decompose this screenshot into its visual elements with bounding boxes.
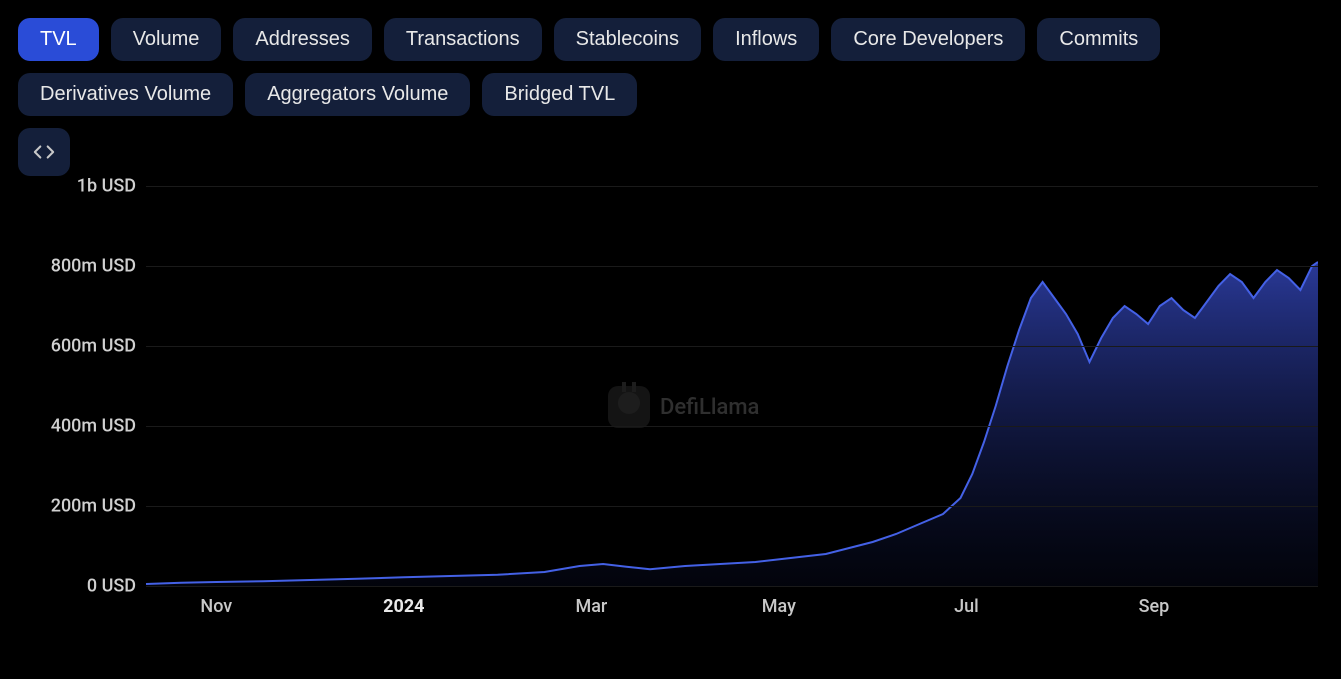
gridline	[146, 506, 1318, 507]
gridline	[146, 346, 1318, 347]
x-axis-label: Jul	[954, 596, 979, 617]
tab-derivatives-volume[interactable]: Derivatives Volume	[18, 73, 233, 116]
x-axis-label: Mar	[575, 596, 607, 617]
code-icon	[33, 141, 55, 163]
tab-inflows[interactable]: Inflows	[713, 18, 819, 61]
tab-volume[interactable]: Volume	[111, 18, 222, 61]
gridline	[146, 266, 1318, 267]
tab-core-developers[interactable]: Core Developers	[831, 18, 1025, 61]
tabs-row-2: Derivatives Volume Aggregators Volume Brid…	[18, 73, 1331, 116]
gridline	[146, 586, 1318, 587]
x-axis-label: 2024	[383, 596, 424, 617]
y-axis-label: 800m USD	[51, 256, 136, 277]
y-axis-label: 200m USD	[51, 496, 136, 517]
chart-area-fill	[146, 262, 1318, 586]
y-axis-label: 600m USD	[51, 336, 136, 357]
x-axis-label: Sep	[1139, 596, 1170, 617]
chart-svg	[146, 186, 1318, 586]
x-axis-label: Nov	[200, 596, 232, 617]
tab-commits[interactable]: Commits	[1037, 18, 1160, 61]
tabs-row-1: TVL Volume Addresses Transactions Stablecoin…	[18, 18, 1331, 61]
tab-bridged-tvl[interactable]: Bridged TVL	[482, 73, 637, 116]
tab-addresses[interactable]: Addresses	[233, 18, 372, 61]
tab-aggregators-volume[interactable]: Aggregators Volume	[245, 73, 470, 116]
embed-button[interactable]	[18, 128, 70, 176]
gridline	[146, 186, 1318, 187]
tab-stablecoins[interactable]: Stablecoins	[554, 18, 701, 61]
y-axis-label: 400m USD	[51, 416, 136, 437]
gridline	[146, 426, 1318, 427]
tvl-chart: DefiLlama 0 USD200m USD400m USD600m USD8…	[18, 186, 1318, 626]
y-axis-label: 0 USD	[87, 576, 136, 597]
x-axis-label: May	[762, 596, 796, 617]
tab-tvl[interactable]: TVL	[18, 18, 99, 61]
tab-transactions[interactable]: Transactions	[384, 18, 542, 61]
y-axis-label: 1b USD	[77, 176, 136, 197]
